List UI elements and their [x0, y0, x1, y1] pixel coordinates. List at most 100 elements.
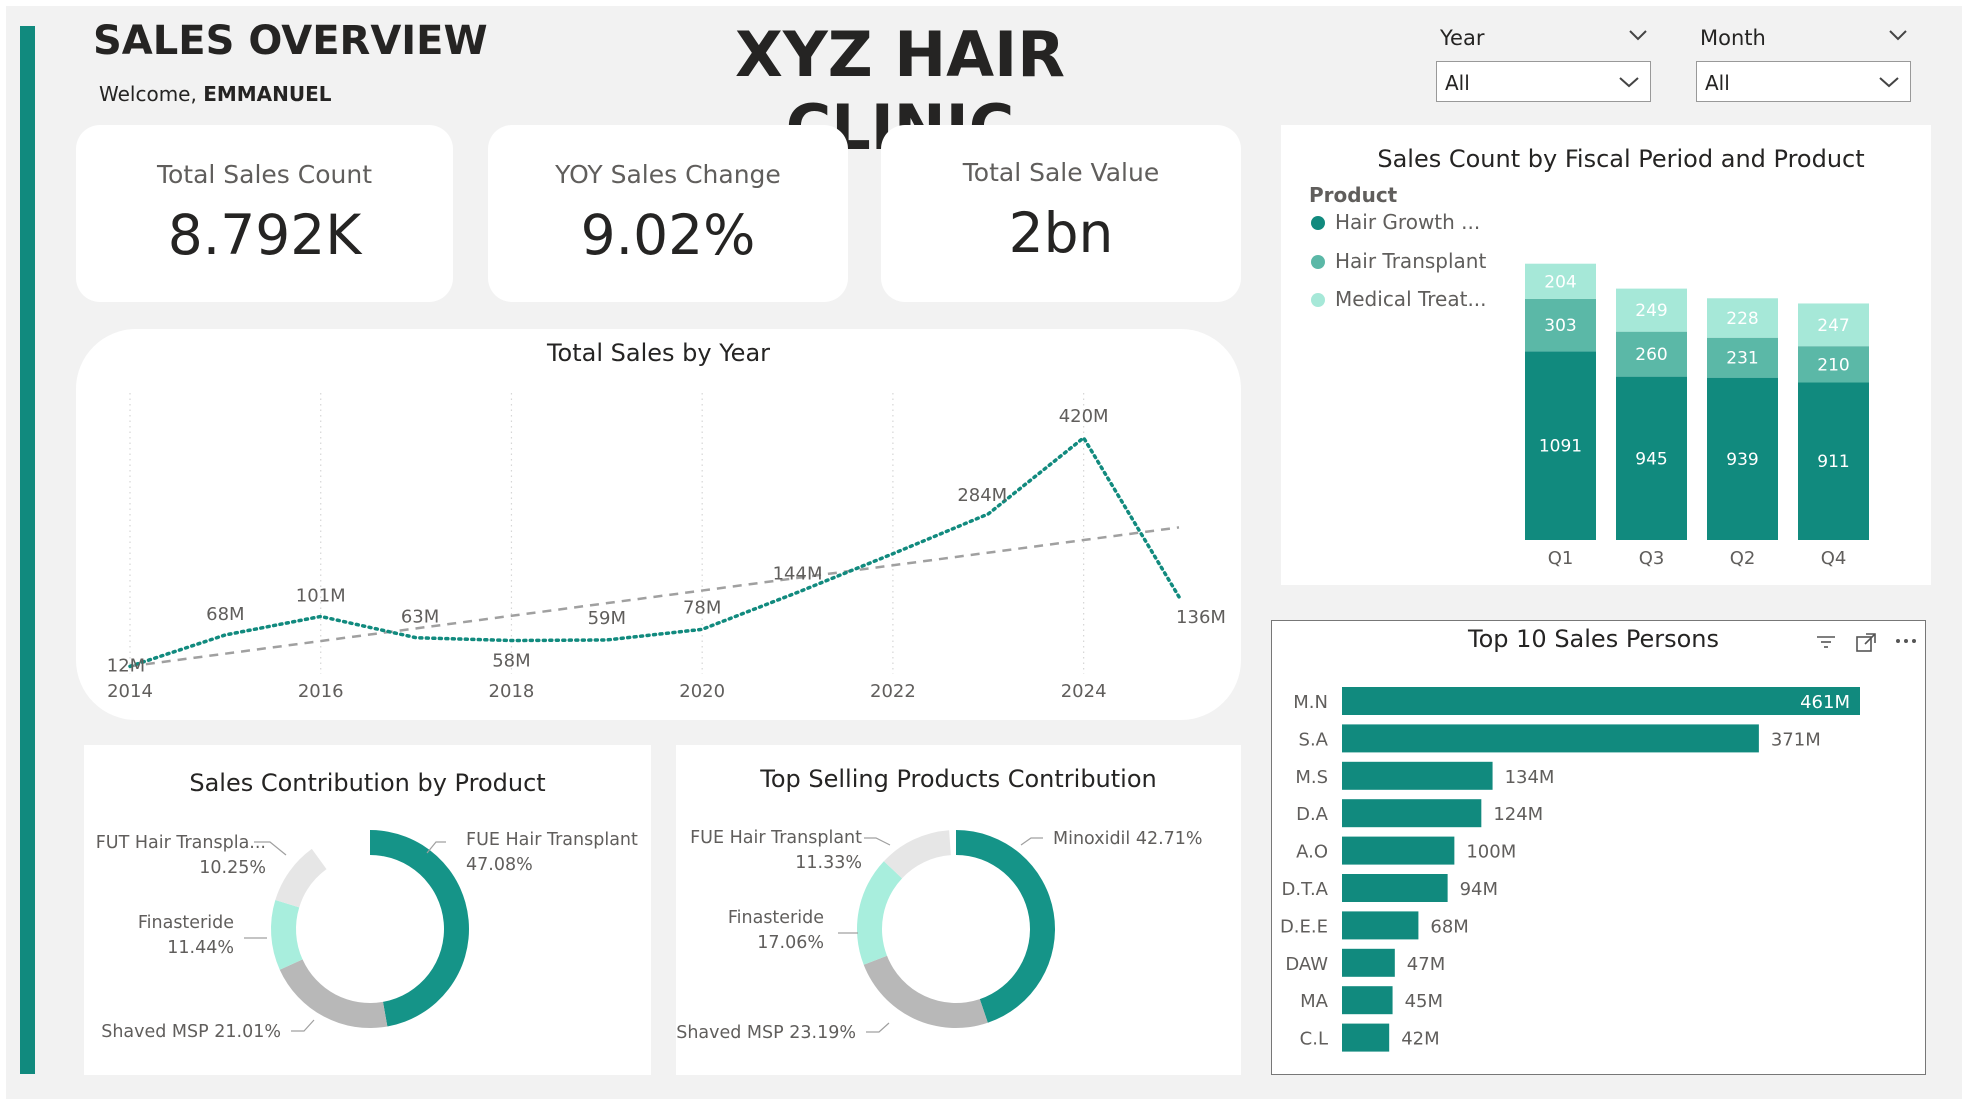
- bar-label: 231: [1726, 349, 1758, 369]
- chevron-down-icon: [1619, 77, 1639, 88]
- point-label: 420M: [1059, 406, 1109, 427]
- bar-label: 911: [1817, 452, 1849, 472]
- chart-title: Top 10 Sales Persons: [1468, 625, 1719, 653]
- kpi-label: Total Sale Value: [962, 158, 1160, 187]
- welcome-prefix: Welcome,: [99, 82, 197, 106]
- bar-segment: [1616, 331, 1687, 377]
- fiscal-period-card[interactable]: Sales Count by Fiscal Period and Product…: [1281, 125, 1931, 585]
- bar-segment: [1707, 298, 1778, 338]
- top-selling-products-card[interactable]: Top Selling Products Contribution Minoxi…: [676, 745, 1241, 1075]
- x-tick-label: 2016: [298, 681, 344, 702]
- point-label: 68M: [206, 604, 244, 625]
- x-tick-label: Q1: [1548, 548, 1574, 569]
- month-slicer-value: All: [1705, 71, 1730, 95]
- series-line: [128, 435, 1181, 669]
- bar-label: 945: [1635, 449, 1667, 469]
- kpi-value: 8.792K: [167, 203, 362, 267]
- slice-label: FUE Hair Transplant: [690, 828, 862, 848]
- bar: [1342, 836, 1455, 865]
- kpi-card-total-sales-count[interactable]: Total Sales Count 8.792K: [76, 125, 453, 302]
- leader-line: [254, 841, 287, 856]
- bar-segment: [1616, 376, 1687, 540]
- kpi-card-yoy-sales-change[interactable]: YOY Sales Change 9.02%: [488, 125, 848, 302]
- slice-label: Minoxidil 42.71%: [1053, 829, 1203, 849]
- bar-segment: [1525, 263, 1596, 299]
- chevron-down-icon[interactable]: [1888, 28, 1908, 42]
- filter-icon[interactable]: [1815, 633, 1837, 651]
- bar: [1342, 1023, 1390, 1052]
- bar: [1342, 761, 1493, 790]
- donut-slice: [279, 959, 388, 1028]
- legend-marker: [1311, 255, 1325, 269]
- year-slicer-value: All: [1445, 71, 1470, 95]
- bar-label: 228: [1726, 309, 1758, 329]
- donut-chart: FUE Hair Transplant 47.08% Shaved MSP 21.0…: [96, 830, 638, 1042]
- x-tick-label: Q4: [1821, 548, 1847, 569]
- point-label: 284M: [957, 485, 1007, 506]
- sales-contribution-card[interactable]: Sales Contribution by Product FUE Hair T…: [84, 745, 651, 1075]
- bar-label: 260: [1635, 345, 1667, 365]
- bar-label: 124M: [1493, 804, 1543, 825]
- donut-slice: [271, 900, 303, 970]
- chevron-down-icon[interactable]: [1628, 28, 1648, 42]
- kpi-card-total-sale-value[interactable]: Total Sale Value 2bn: [881, 125, 1241, 302]
- category-label: MA: [1300, 991, 1329, 1012]
- slice-label: Finasteride: [728, 908, 824, 928]
- category-label: M.S: [1295, 767, 1328, 788]
- donut-slice: [857, 861, 903, 965]
- x-tick-label: 2024: [1061, 681, 1107, 702]
- chart-title: Total Sales by Year: [546, 339, 771, 367]
- bar: [1342, 687, 1860, 715]
- legend-marker: [1311, 293, 1325, 307]
- x-tick-label: 2022: [870, 681, 916, 702]
- x-tick-label: 2018: [489, 681, 535, 702]
- focus-mode-icon[interactable]: [1855, 632, 1877, 654]
- line-chart: 2014 2016 2018 2020 2022 2024 12M 68M 101M 63M 58M…: [107, 393, 1226, 702]
- bar-label: 247: [1817, 316, 1849, 336]
- bar-label: 47M: [1407, 954, 1445, 975]
- kpi-label: Total Sales Count: [156, 160, 373, 189]
- x-tick-label: 2014: [107, 681, 153, 702]
- slice-label: 11.44%: [167, 938, 234, 958]
- category-label: D.A: [1296, 804, 1329, 825]
- category-label: S.A: [1299, 729, 1329, 750]
- top-sales-persons-card[interactable]: Top 10 Sales Persons M.N 461M S.A 371M M.S 13…: [1271, 620, 1926, 1075]
- bar: [1342, 724, 1759, 753]
- kpi-value: 9.02%: [580, 203, 756, 267]
- year-slicer-dropdown[interactable]: All: [1436, 61, 1651, 102]
- bar-segment: [1525, 351, 1596, 540]
- point-label: 58M: [492, 651, 530, 672]
- slice-label: 17.06%: [757, 933, 824, 953]
- donut-slice: [370, 830, 470, 1027]
- month-slicer-dropdown[interactable]: All: [1696, 61, 1911, 102]
- point-label: 136M: [1176, 607, 1226, 628]
- kpi-value: 2bn: [1008, 201, 1114, 265]
- leader-line: [1020, 837, 1043, 846]
- point-label: 59M: [588, 608, 626, 629]
- category-label: DAW: [1285, 954, 1328, 975]
- legend-marker: [1311, 216, 1325, 230]
- legend-label: Hair Transplant: [1335, 249, 1486, 273]
- bar-label: 204: [1544, 272, 1576, 292]
- bar-label: 1091: [1539, 437, 1582, 457]
- leader-line: [426, 841, 446, 854]
- bar-segment: [1798, 382, 1869, 540]
- more-options-icon[interactable]: [1895, 637, 1917, 645]
- horizontal-bar-chart: M.N 461M S.A 371M M.S 134M D.A 124M A.O 100M D.T.A…: [1280, 687, 1860, 1052]
- trend-line: [129, 526, 1180, 668]
- bar-label: 939: [1726, 450, 1758, 470]
- legend-label: Hair Growth ...: [1335, 210, 1480, 234]
- slice-label: 47.08%: [466, 855, 533, 875]
- slice-label: Shaved MSP 21.01%: [101, 1022, 281, 1042]
- point-label: 78M: [683, 597, 721, 618]
- slice-label: 11.33%: [795, 853, 862, 873]
- bar-label: 45M: [1405, 991, 1443, 1012]
- bar: [1342, 948, 1395, 977]
- total-sales-by-year-card[interactable]: Total Sales by Year 2014 2016 2018 2020 2022…: [76, 329, 1241, 720]
- bar-segment: [1707, 377, 1778, 540]
- legend-title: Product: [1309, 183, 1398, 207]
- chart-title: Sales Count by Fiscal Period and Product: [1377, 145, 1865, 173]
- leader-line: [864, 837, 891, 846]
- bar-segment: [1798, 303, 1869, 347]
- point-label: 144M: [773, 563, 823, 584]
